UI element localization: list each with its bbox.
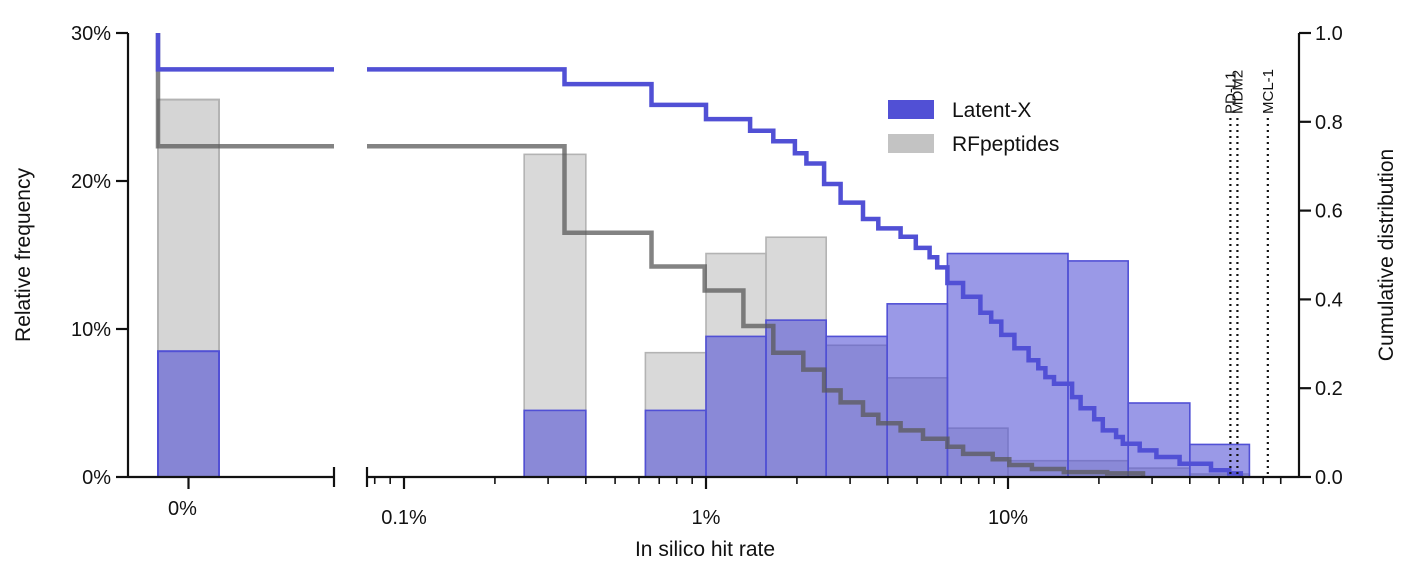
x-tick-label: 10% xyxy=(988,507,1028,529)
y-axis-title-right: Cumulative distribution xyxy=(1375,149,1398,361)
legend-swatch-rfpeptides xyxy=(888,134,934,153)
marker-label: PD-L1 xyxy=(1222,71,1239,114)
y-axis-title-left: Relative frequency xyxy=(12,168,35,342)
zero-bar-latentx xyxy=(157,350,220,479)
x-tick-label: 1% xyxy=(692,507,721,529)
y-right-tick-label: 0.0 xyxy=(1315,467,1343,489)
bar-latentx xyxy=(1067,260,1129,478)
y-right-tick-label: 0.2 xyxy=(1315,378,1343,400)
x-axis-title: In silico hit rate xyxy=(635,538,775,561)
y-left-tick-label: 30% xyxy=(71,23,111,45)
bar-latentx xyxy=(886,303,949,478)
x-tick-label: 0% xyxy=(168,498,197,520)
marker-label: MCL-1 xyxy=(1260,69,1277,114)
legend: Latent-X RFpeptides xyxy=(888,99,1059,156)
y-left-tick-label: 20% xyxy=(71,171,111,193)
marker-label: MDM2 xyxy=(1229,70,1246,114)
bar-latentx xyxy=(523,409,587,478)
y-right-tick-label: 0.6 xyxy=(1315,201,1343,223)
legend-swatch-latentx xyxy=(888,100,934,119)
bar-latentx xyxy=(825,335,888,478)
latentx-histogram xyxy=(523,252,1251,478)
cdf-latentx-zero-segment xyxy=(155,33,334,72)
zero-bin-histograms xyxy=(157,98,220,479)
y-right-tick-label: 1.0 xyxy=(1315,23,1343,45)
bar-latentx xyxy=(705,335,767,478)
cdf-rfpeptides-line xyxy=(367,143,1146,477)
axes: 0% 10% 20% 30% 0.0 0.2 0.4 0.6 0.8 1.0 0% 0.1% 1% 10% xyxy=(71,23,1343,529)
cumulative-lines xyxy=(155,33,1244,477)
y-left-tick-label: 10% xyxy=(71,319,111,341)
bar-latentx xyxy=(946,252,1069,478)
cdf-latentx-line xyxy=(367,67,1244,477)
y-right-tick-label: 0.4 xyxy=(1315,289,1343,311)
bar-latentx xyxy=(644,409,707,478)
y-right-tick-label: 0.8 xyxy=(1315,112,1343,134)
legend-label-latentx: Latent-X xyxy=(952,99,1031,122)
legend-label-rfpeptides: RFpeptides xyxy=(952,133,1059,156)
x-tick-label: 0.1% xyxy=(381,507,427,529)
y-left-tick-label: 0% xyxy=(82,467,111,489)
